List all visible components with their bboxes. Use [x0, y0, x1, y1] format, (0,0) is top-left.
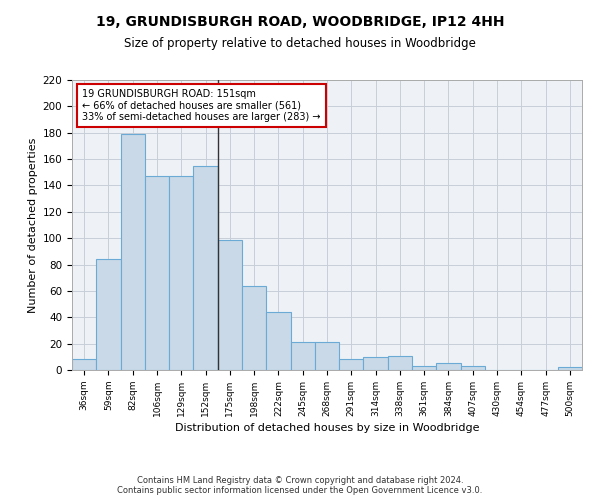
Bar — [461, 366, 485, 370]
Text: 19 GRUNDISBURGH ROAD: 151sqm
← 66% of detached houses are smaller (561)
33% of s: 19 GRUNDISBURGH ROAD: 151sqm ← 66% of de… — [82, 88, 320, 122]
Bar — [72, 360, 96, 370]
Bar — [96, 260, 121, 370]
Bar — [388, 356, 412, 370]
Bar — [242, 286, 266, 370]
Bar — [364, 357, 388, 370]
Y-axis label: Number of detached properties: Number of detached properties — [28, 138, 38, 312]
Bar — [558, 368, 582, 370]
Bar — [169, 176, 193, 370]
Text: 19, GRUNDISBURGH ROAD, WOODBRIDGE, IP12 4HH: 19, GRUNDISBURGH ROAD, WOODBRIDGE, IP12 … — [96, 15, 504, 29]
X-axis label: Distribution of detached houses by size in Woodbridge: Distribution of detached houses by size … — [175, 423, 479, 433]
Bar — [436, 364, 461, 370]
Bar — [193, 166, 218, 370]
Bar — [315, 342, 339, 370]
Text: Contains HM Land Registry data © Crown copyright and database right 2024.
Contai: Contains HM Land Registry data © Crown c… — [118, 476, 482, 495]
Bar — [339, 360, 364, 370]
Bar — [266, 312, 290, 370]
Bar — [290, 342, 315, 370]
Bar — [218, 240, 242, 370]
Bar — [121, 134, 145, 370]
Bar — [145, 176, 169, 370]
Text: Size of property relative to detached houses in Woodbridge: Size of property relative to detached ho… — [124, 38, 476, 51]
Bar — [412, 366, 436, 370]
